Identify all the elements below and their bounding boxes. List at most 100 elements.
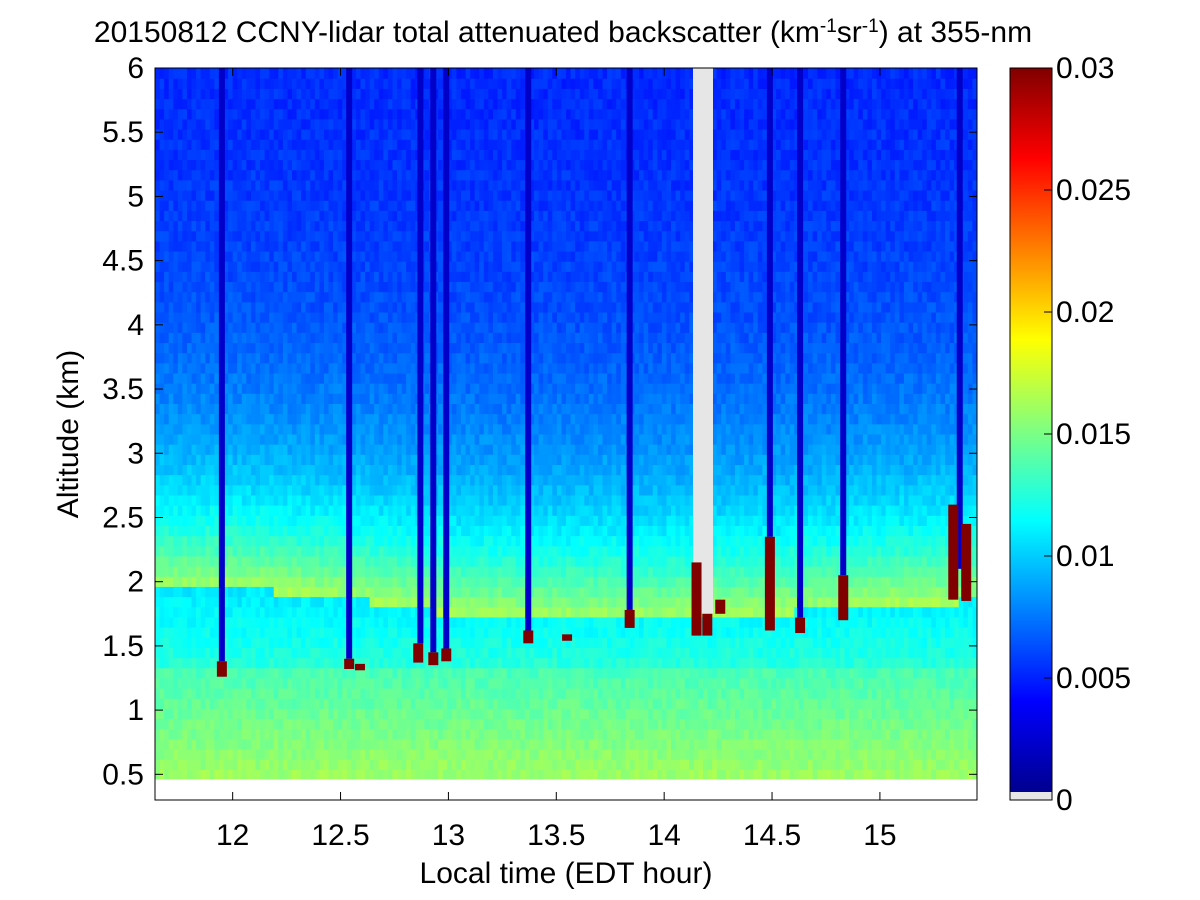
heatmap-cell (241, 179, 247, 191)
heatmap-cell (323, 128, 330, 140)
heatmap-cell (255, 525, 261, 537)
heatmap-cell (155, 139, 161, 150)
heatmap-cell (369, 545, 375, 557)
heatmap-cell (228, 230, 234, 242)
heatmap-cell (269, 596, 275, 608)
heatmap-cell (415, 769, 421, 781)
heatmap-cell (255, 383, 261, 394)
heatmap-cell (214, 728, 220, 740)
heatmap-cell (438, 667, 444, 679)
heatmap-cell (355, 88, 362, 100)
heatmap-cell (269, 159, 275, 171)
heatmap-cell (374, 444, 380, 455)
heatmap-cell (328, 545, 334, 557)
heatmap-cell (410, 677, 416, 689)
heatmap-cell (438, 738, 444, 750)
heatmap-cell (186, 586, 193, 598)
heatmap-cell (451, 484, 457, 496)
heatmap-cell (287, 667, 293, 679)
heatmap-cell (241, 342, 247, 354)
heatmap-cell (159, 311, 165, 323)
heatmap-cell (214, 68, 220, 79)
heatmap-cell (196, 362, 202, 374)
heatmap-cell (282, 200, 289, 211)
heatmap-cell (378, 444, 384, 455)
heatmap-cell (365, 149, 371, 161)
heatmap-cell (168, 464, 174, 476)
heatmap-cell (355, 68, 362, 79)
heatmap-cell (419, 718, 426, 730)
heatmap-cell (460, 403, 467, 415)
heatmap-cell (164, 332, 170, 344)
heatmap-cell (278, 261, 284, 272)
heatmap-cell (314, 606, 320, 618)
heatmap-cell (319, 128, 325, 140)
heatmap-cell (296, 118, 302, 130)
heatmap-cell (456, 657, 462, 669)
heatmap-cell (410, 403, 416, 415)
heatmap-cell (369, 677, 375, 689)
heatmap-cell (337, 393, 343, 404)
heatmap-cell (328, 759, 334, 770)
heatmap-cell (406, 281, 412, 293)
heatmap-cell (438, 322, 444, 333)
heatmap-cell (314, 708, 320, 720)
heatmap-cell (333, 281, 339, 293)
heatmap-cell (374, 261, 380, 272)
heatmap-cell (410, 250, 416, 262)
heatmap-cell (328, 342, 334, 354)
heatmap-cell (355, 159, 362, 171)
heatmap-cell (264, 322, 270, 333)
heatmap-cell (337, 271, 343, 283)
heatmap-cell (282, 383, 289, 394)
heatmap-cell (424, 210, 430, 222)
heatmap-cell (209, 566, 215, 577)
heatmap-cell (296, 555, 302, 567)
heatmap-cell (310, 68, 316, 79)
heatmap-cell (241, 250, 247, 262)
heatmap-cell (401, 311, 407, 323)
heatmap-cell (196, 616, 202, 628)
heatmap-cell (301, 200, 307, 211)
heatmap-cell (479, 566, 485, 577)
heatmap-cell (223, 108, 229, 120)
heatmap-cell (465, 759, 471, 770)
heatmap-cell (470, 606, 476, 618)
heatmap-cell (319, 179, 325, 191)
heatmap-cell (205, 525, 211, 537)
heatmap-cell (470, 342, 476, 354)
heatmap-cell (342, 728, 348, 740)
heatmap-cell (260, 149, 266, 161)
heatmap-cell (241, 647, 247, 659)
heatmap-cell (250, 149, 257, 161)
heatmap-cell (378, 586, 384, 598)
heatmap-cell (301, 423, 307, 435)
heatmap-cell (305, 759, 311, 770)
heatmap-cell (479, 748, 485, 760)
heatmap-cell (310, 687, 316, 699)
heatmap-cell (333, 687, 339, 699)
heatmap-cell (333, 423, 339, 435)
heatmap-cell (159, 708, 165, 720)
heatmap-cell (465, 403, 471, 415)
heatmap-cell (337, 281, 343, 293)
heatmap-cell (460, 545, 467, 557)
heatmap-cell (438, 616, 444, 628)
heatmap-cell (310, 515, 316, 526)
heatmap-cell (401, 738, 407, 750)
heatmap-cell (255, 535, 261, 547)
heatmap-cell (401, 220, 407, 232)
heatmap-cell (209, 261, 215, 272)
heatmap-cell (365, 281, 371, 293)
heatmap-cell (314, 687, 320, 699)
heatmap-cell (250, 220, 257, 232)
heatmap-cell (460, 494, 467, 506)
heatmap-cell (214, 179, 220, 191)
heatmap-cell (470, 301, 476, 313)
heatmap-cell (287, 423, 293, 435)
heatmap-cell (177, 78, 183, 89)
heatmap-cell (186, 535, 193, 547)
heatmap-cell (392, 657, 398, 669)
heatmap-cell (415, 759, 421, 770)
heatmap-cell (310, 545, 316, 557)
